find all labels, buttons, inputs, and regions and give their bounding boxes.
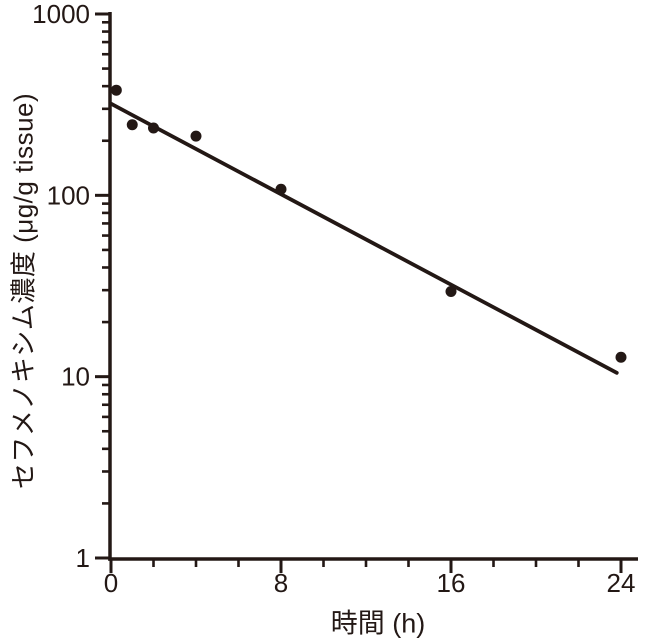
x-tick-label: 24: [607, 568, 636, 598]
x-axis-title: 時間 (h): [330, 608, 426, 639]
data-point: [190, 130, 202, 142]
x-tick-label: 16: [437, 568, 466, 598]
fit-line: [109, 101, 619, 375]
data-point: [275, 183, 287, 195]
y-tick-label: 100: [47, 180, 90, 210]
data-point: [110, 84, 122, 96]
data-point: [445, 285, 457, 297]
y-tick-label: 1000: [32, 0, 90, 29]
y-tick-label: 10: [61, 362, 90, 392]
data-point: [148, 122, 159, 134]
y-tick-label: 1: [76, 543, 90, 573]
x-tick-label: 0: [104, 568, 118, 598]
x-tick-label: 8: [274, 568, 288, 598]
data-point: [615, 351, 627, 363]
data-point: [126, 119, 138, 131]
y-axis-title: セフメノキシム濃度 (μg/g tissue): [8, 92, 39, 490]
